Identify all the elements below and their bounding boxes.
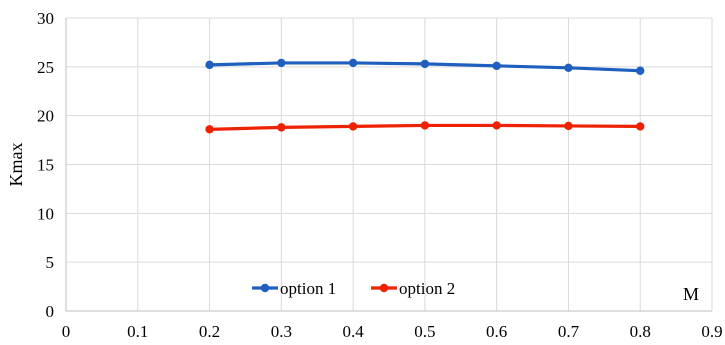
data-point	[492, 61, 501, 71]
y-tick-label: 30	[37, 9, 54, 28]
x-tick-label: 0.6	[486, 322, 507, 340]
y-tick-label: 0	[46, 302, 55, 321]
data-point	[420, 59, 430, 69]
data-point	[205, 125, 214, 134]
series-2	[205, 121, 645, 134]
legend-swatch-marker	[379, 283, 389, 293]
y-tick-label: 10	[37, 204, 54, 223]
data-point	[636, 122, 645, 131]
x-tick-label: 0	[62, 322, 71, 340]
legend-swatch-marker	[260, 283, 270, 293]
data-point	[348, 122, 358, 131]
x-tick-label: 0.9	[701, 322, 722, 340]
legend-item: option 2	[371, 279, 455, 298]
x-tick-label: 0.5	[414, 322, 435, 340]
data-point	[564, 63, 573, 73]
y-tick-label: 5	[46, 253, 55, 272]
x-tick-label: 0.7	[558, 322, 580, 340]
data-point	[564, 121, 573, 131]
series-layer	[205, 58, 645, 134]
x-tick-label: 0.8	[630, 322, 651, 340]
data-point	[420, 121, 430, 130]
y-tick-label: 15	[37, 156, 54, 175]
x-tick-label: 0.2	[199, 322, 220, 340]
x-tick-label: 0.3	[271, 322, 292, 340]
y-tick-label: 20	[37, 107, 54, 126]
x-tick-label: 0.1	[127, 322, 148, 340]
data-point	[205, 60, 214, 70]
legend-label: option 2	[399, 279, 455, 298]
data-point	[636, 66, 645, 75]
data-point	[492, 121, 501, 130]
legend-label: option 1	[280, 279, 336, 298]
legend: option 1 option 2	[252, 279, 455, 298]
y-axis-title: Kmax	[6, 143, 26, 187]
data-point	[348, 58, 358, 68]
legend-item: option 1	[252, 279, 336, 298]
y-tick-label: 25	[37, 58, 54, 77]
data-point	[277, 58, 286, 68]
x-tick-label: 0.4	[342, 322, 364, 340]
axis-layer: 0 5 10 15 20 25 30 0 0.1 0.2 0.3 0.4 0.5 0.6 0.7 0.8 0.9	[37, 9, 723, 341]
series-1	[205, 58, 645, 75]
x-axis-title: M	[683, 284, 699, 304]
data-point	[277, 123, 286, 132]
